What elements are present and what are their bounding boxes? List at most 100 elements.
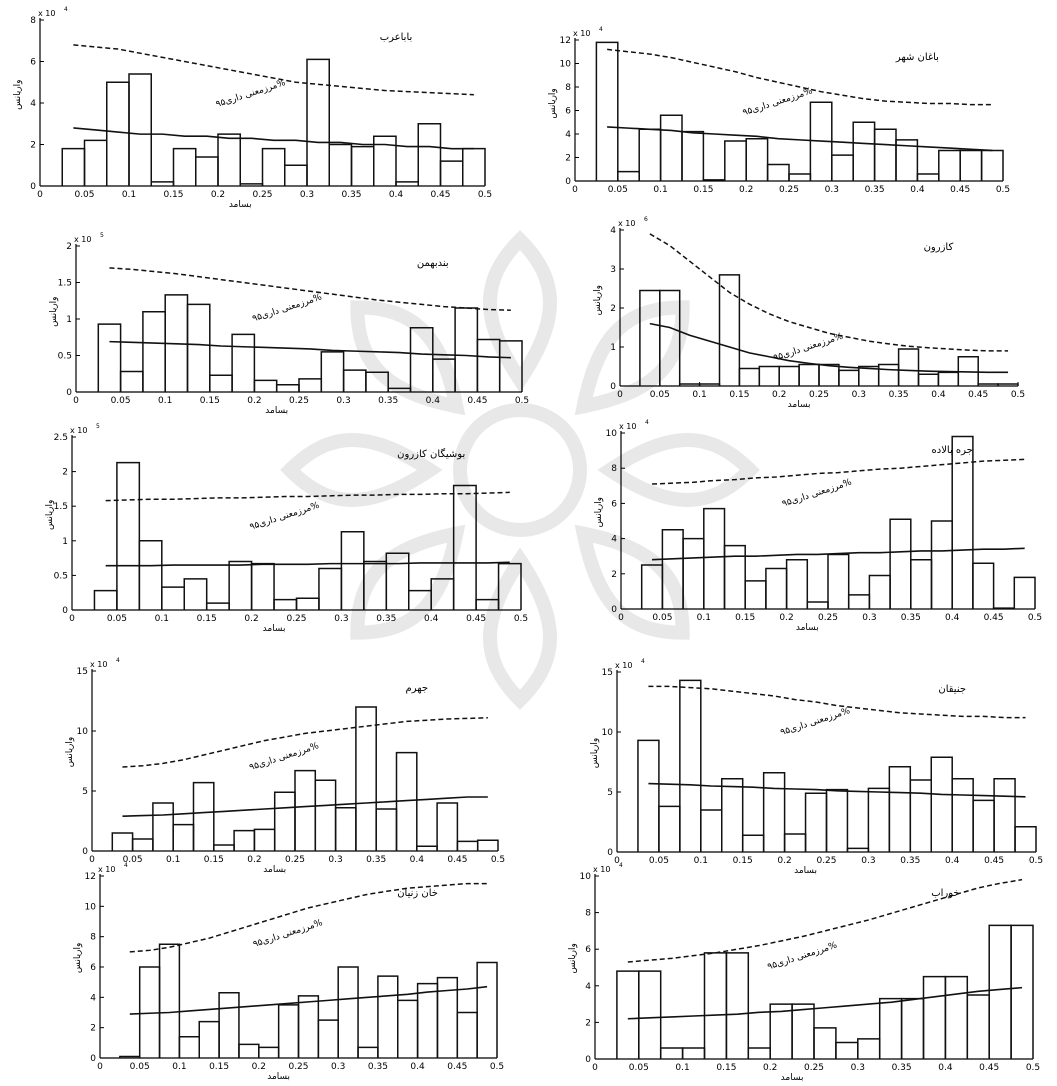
y-tick-label: 10 xyxy=(606,429,618,439)
chart-panel-8: 0 0.05 0.1 0.15 0.2 0.25 0.3 0.35 0.4 0.45 0.5 0 2 4 6… xyxy=(73,862,504,1082)
x-tick-label: 0.15 xyxy=(200,396,220,406)
variance-bar xyxy=(317,1019,339,1058)
x-tick-label: 0.4 xyxy=(910,185,925,195)
x-tick-label: 0.05 xyxy=(111,396,131,406)
variance-bar xyxy=(476,961,498,1058)
y-tick-label: 4 xyxy=(565,130,571,140)
x-tick-label: 0.5 xyxy=(1026,1063,1040,1073)
y-tick-label: 0 xyxy=(82,847,88,857)
x-tick-label: 0.2 xyxy=(244,614,258,624)
variance-bar xyxy=(409,327,434,392)
y-tick-label: 12 xyxy=(560,36,571,46)
axis-multiplier-exponent: 5 xyxy=(100,232,104,239)
x-tick-label: 0.05 xyxy=(608,185,628,195)
variance-bar xyxy=(798,363,820,386)
x-tick-label: 0.2 xyxy=(247,855,261,865)
variance-bar xyxy=(475,598,500,610)
variance-bar xyxy=(253,828,276,851)
y-tick-label: 10 xyxy=(602,728,614,738)
x-tick-label: 0.5 xyxy=(514,614,528,624)
variance-bar xyxy=(617,170,640,181)
variance-bar xyxy=(337,966,359,1058)
variance-bar xyxy=(818,363,840,386)
variance-bar xyxy=(350,145,375,186)
x-tick-label: 0.45 xyxy=(466,614,486,624)
variance-bar xyxy=(868,574,891,609)
variance-bar xyxy=(377,975,399,1058)
x-tick-label: 0.4 xyxy=(410,855,425,865)
significance-boundary-line xyxy=(652,458,1025,485)
variance-bar xyxy=(788,173,812,181)
chart-title: بوشیگان کازرون xyxy=(397,448,465,460)
x-tick-label: 0.05 xyxy=(650,390,670,400)
x-tick-label: 0.15 xyxy=(209,1062,229,1072)
x-tick-label: 0.35 xyxy=(368,1062,388,1072)
variance-bar xyxy=(658,805,681,852)
variance-bar xyxy=(721,778,744,852)
x-tick-label: 0.5 xyxy=(1029,856,1043,866)
variance-bar xyxy=(966,994,990,1059)
y-tick-label: 0 xyxy=(607,848,613,858)
boundary-label: مرزمعنی داری۹۵% xyxy=(215,78,287,110)
variance-bar xyxy=(395,181,419,186)
variance-bar xyxy=(725,952,750,1059)
variance-bar xyxy=(847,594,871,609)
variance-bar xyxy=(806,601,829,609)
variance-bar xyxy=(785,558,809,609)
x-tick-label: 0 xyxy=(69,614,75,624)
x-tick-label: 0.45 xyxy=(984,613,1004,623)
boundary-label: مرزمعنی داری۹۵% xyxy=(772,332,844,364)
y-tick-label: 2 xyxy=(585,1018,591,1028)
x-axis-label: بسامد xyxy=(794,866,817,876)
chart-panel-7: 0 0.05 0.1 0.15 0.2 0.25 0.3 0.35 0.4 0.45 0.5 0 5 10… xyxy=(590,658,1043,876)
variance-bar xyxy=(877,363,900,386)
x-axis-label: بسامد xyxy=(263,624,286,634)
x-tick-label: 0.5 xyxy=(996,185,1010,195)
variance-bar xyxy=(295,597,320,610)
axis-multiplier-exponent: 4 xyxy=(619,862,623,869)
variance-bar xyxy=(959,149,983,181)
variance-bar xyxy=(762,772,786,852)
variance-bar xyxy=(916,173,940,181)
variance-bar xyxy=(192,781,215,851)
x-axis-label: بسامد xyxy=(265,406,288,416)
trend-line xyxy=(607,126,993,152)
x-tick-label: 0.2 xyxy=(252,1062,266,1072)
variance-bar xyxy=(111,832,134,851)
variance-bar xyxy=(681,130,705,181)
axis-multiplier: x 10 xyxy=(619,422,636,431)
y-tick-label: 2.5 xyxy=(54,433,68,443)
variance-bar xyxy=(97,323,122,392)
x-tick-label: 0.35 xyxy=(892,1063,912,1073)
variance-bar xyxy=(161,586,185,610)
variance-bar xyxy=(1013,576,1036,609)
variance-bar xyxy=(951,778,974,852)
trend-line xyxy=(129,985,488,1015)
y-tick-label: 4 xyxy=(90,993,96,1003)
variance-bar xyxy=(703,507,726,609)
variance-bar xyxy=(233,829,256,851)
y-tick-label: 0.5 xyxy=(54,571,68,581)
variance-bar xyxy=(659,114,683,181)
variance-bar xyxy=(889,518,912,609)
variance-bar xyxy=(744,580,767,609)
variance-bar xyxy=(275,383,300,392)
x-tick-label: 0 xyxy=(37,190,43,200)
variance-bar xyxy=(355,706,377,851)
variance-bar xyxy=(277,1004,300,1058)
variance-bar xyxy=(639,289,661,386)
y-tick-label: 3 xyxy=(610,265,616,275)
y-tick-label: 0 xyxy=(610,382,616,392)
y-tick-label: 6 xyxy=(30,58,36,68)
variance-bar xyxy=(900,997,925,1059)
y-tick-label: 1.5 xyxy=(58,279,72,289)
y-tick-label: 0 xyxy=(62,606,68,616)
chart-title: باغان شهر xyxy=(895,52,939,63)
y-tick-label: 6 xyxy=(585,945,591,955)
variance-bar xyxy=(142,310,166,392)
x-tick-label: 0.25 xyxy=(779,185,799,195)
significance-boundary-line xyxy=(122,717,488,768)
axis-multiplier-exponent: 6 xyxy=(644,216,648,223)
variance-bar xyxy=(61,147,86,186)
x-tick-label: 0.15 xyxy=(204,855,224,865)
